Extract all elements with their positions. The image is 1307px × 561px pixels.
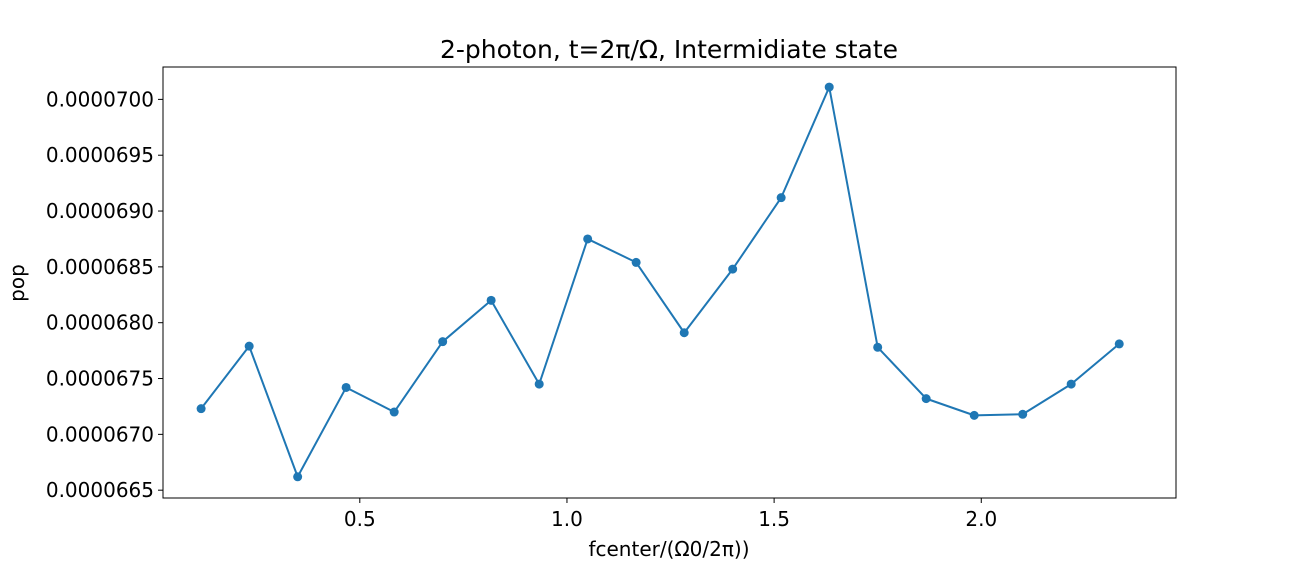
- data-point: [824, 82, 834, 92]
- data-point: [679, 328, 689, 338]
- data-point: [728, 264, 738, 274]
- data-point: [583, 234, 593, 244]
- data-point: [921, 394, 931, 404]
- data-point: [873, 342, 883, 352]
- y-tick-label: 0.0000670: [46, 422, 154, 446]
- plot-area: [196, 82, 1124, 482]
- series-line: [200, 86, 1120, 478]
- y-tick-label: 0.0000690: [46, 199, 154, 223]
- data-point: [438, 337, 448, 347]
- data-point: [244, 341, 254, 351]
- data-point: [969, 410, 979, 420]
- y-tick-label: 0.0000695: [46, 143, 154, 167]
- x-axis-label: fcenter/(Ω0/2π)): [588, 537, 749, 561]
- y-tick-label: 0.0000665: [46, 478, 154, 502]
- data-point: [1018, 409, 1028, 419]
- data-point: [1066, 379, 1076, 389]
- data-point: [293, 472, 303, 482]
- x-tick-label: 2.0: [965, 507, 997, 531]
- y-tick-label: 0.0000680: [46, 311, 154, 335]
- x-tick-label: 1.5: [758, 507, 790, 531]
- data-point: [341, 382, 351, 392]
- data-point: [776, 193, 786, 203]
- y-tick-label: 0.0000685: [46, 255, 154, 279]
- y-axis: 0.0000665 0.0000670 0.0000675 0.0000680 0.00…: [46, 87, 163, 502]
- y-axis-label: pop: [5, 264, 29, 302]
- data-point: [1114, 339, 1124, 349]
- data-point: [389, 407, 399, 417]
- data-point: [534, 379, 544, 389]
- data-point: [196, 404, 206, 414]
- x-tick-label: 1.0: [551, 507, 583, 531]
- data-point: [631, 257, 641, 267]
- x-tick-label: 0.5: [344, 507, 376, 531]
- y-tick-label: 0.0000675: [46, 367, 154, 391]
- x-axis: 0.5 1.0 1.5 2.0: [344, 498, 997, 531]
- chart-title: 2-photon, t=2π/Ω, Intermidiate state: [440, 35, 898, 64]
- data-point: [486, 295, 496, 305]
- y-tick-label: 0.0000700: [46, 87, 154, 111]
- plot-frame: [162, 66, 1177, 499]
